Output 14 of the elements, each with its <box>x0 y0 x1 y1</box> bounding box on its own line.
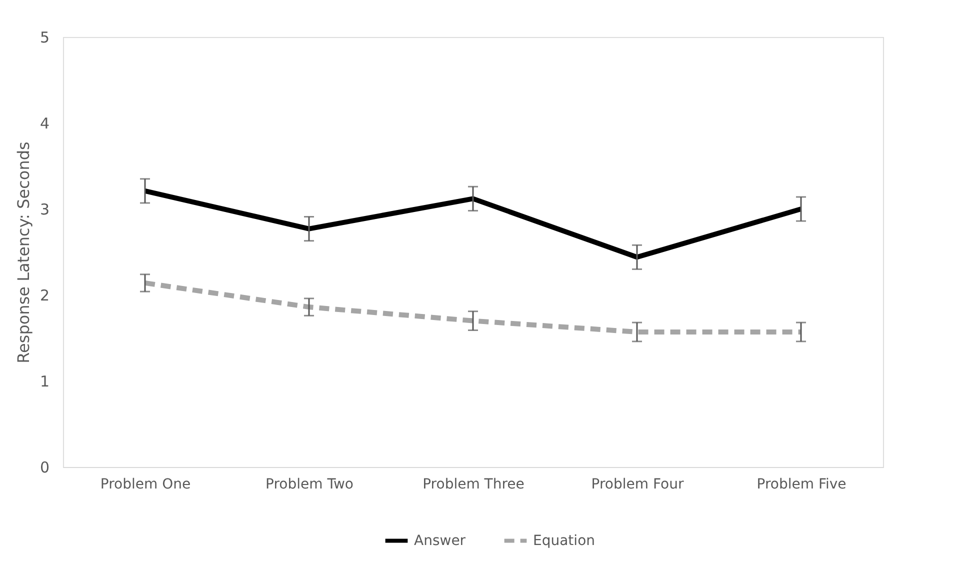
legend-label: Answer <box>414 532 466 549</box>
x-tick-label: Problem Two <box>266 476 354 492</box>
legend-label: Equation <box>533 532 596 549</box>
y-tick-label: 4 <box>40 114 50 132</box>
x-tick-label: Problem Four <box>591 476 684 492</box>
y-tick-label: 2 <box>40 286 50 304</box>
y-tick-label: 0 <box>40 458 50 476</box>
y-tick-label: 3 <box>40 200 50 218</box>
x-tick-label: Problem Three <box>422 476 524 492</box>
y-axis-title: Response Latency: Seconds <box>14 142 33 364</box>
x-tick-label: Problem Five <box>756 476 846 492</box>
y-tick-label: 5 <box>40 28 50 46</box>
x-tick-label: Problem One <box>100 476 191 492</box>
y-tick-label: 1 <box>40 372 50 390</box>
